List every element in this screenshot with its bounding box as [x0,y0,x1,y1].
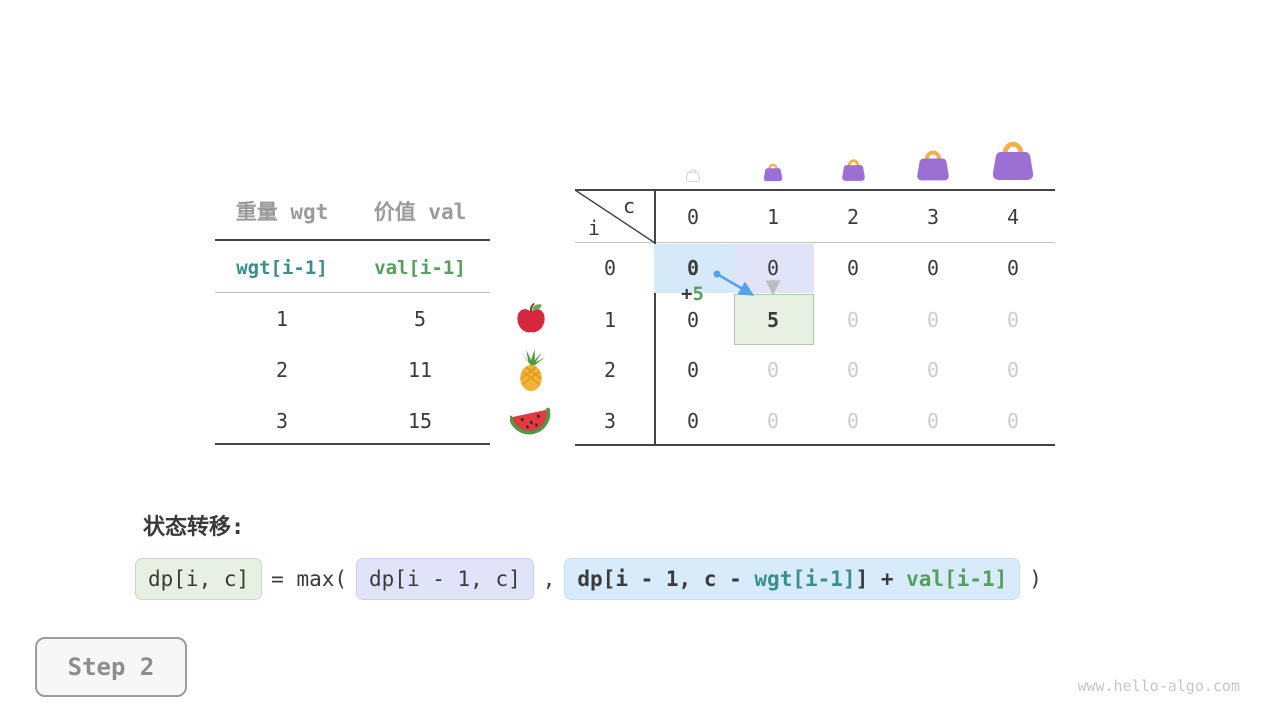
annotation-plus: + [681,283,693,305]
dp-cell: 0 [846,409,860,433]
formula-operator: = max( [271,567,348,591]
bag-icon-2 [841,159,865,181]
formula-close: ) [1029,567,1042,591]
dp-cell: 0 [846,256,860,280]
formula-arg2-chip: dp[i - 1, c - wgt[i-1]] + val[i-1] [564,558,1021,600]
transition-formula: dp[i, c] = max( dp[i - 1, c] , dp[i - 1,… [135,558,1042,600]
items-index-val: val[i-1] [374,257,466,279]
items-table-bottom-rule [215,443,490,445]
item-wgt-value: 2 [275,358,289,382]
formula-separator: , [542,567,556,591]
items-header-val: 价值 val [373,200,467,224]
dp-col-header: 0 [686,205,700,229]
formula-arg2-pre: dp[i - 1, c - [577,567,755,591]
dp-corner-row-label: i [587,216,601,240]
dp-table-top-rule [575,189,1055,191]
dp-table-header-rule [575,242,1055,243]
dp-row-header: 2 [603,358,617,382]
formula-lhs-chip: dp[i, c] [135,558,263,600]
dp-corner-col-label: c [622,194,636,218]
annotation-value: 5 [692,283,704,305]
formula-arg2-mid: ] + [855,567,907,591]
dp-col-header: 4 [1006,205,1020,229]
dp-cell: 0 [926,358,940,382]
dp-cell: 0 [766,358,780,382]
dp-cell: 0 [686,409,700,433]
dp-cell: 0 [1006,358,1020,382]
dp-col-header: 2 [846,205,860,229]
watermark: www.hello-algo.com [1077,677,1240,695]
transition-heading: 状态转移: [143,515,245,540]
items-header-wgt: 重量 wgt [235,200,329,224]
items-table-mid-rule [215,292,490,293]
dp-cell: 0 [1006,256,1020,280]
item-wgt-value: 3 [275,409,289,433]
dp-cell: 0 [686,358,700,382]
item-val-value: 11 [407,358,433,382]
items-index-wgt: wgt[i-1] [236,257,328,279]
bag-icon-4 [992,141,1034,180]
dp-cell: 0 [846,308,860,332]
dp-table-bottom-rule [575,444,1055,446]
dp-row-header: 1 [603,308,617,332]
dp-cell: 0 [1006,308,1020,332]
dp-col-header: 1 [766,205,780,229]
formula-arg2-val: val[i-1] [906,567,1008,591]
dp-cell: 0 [686,308,700,332]
dp-cell: 0 [766,409,780,433]
dp-cell: 0 [926,256,940,280]
bag-icon-3 [917,150,949,181]
bag-icon-ghost [686,169,700,182]
apple-icon [517,303,545,333]
dp-cell: 0 [926,409,940,433]
dp-table-vertical-rule [654,189,656,446]
bag-icon-1 [763,163,783,182]
dp-row-header: 0 [603,256,617,280]
dp-col-header: 3 [926,205,940,229]
dp-cell: 5 [766,308,780,332]
dp-cell: 0 [846,358,860,382]
dp-corner-diagonal [575,190,655,243]
transition-annotation: +5 [681,283,704,305]
step-button[interactable]: Step 2 [35,637,187,697]
item-wgt-value: 1 [275,307,289,331]
formula-arg2-wgt: wgt[i-1] [754,567,856,591]
dp-cell: 0 [686,256,700,280]
item-val-value: 5 [413,307,427,331]
formula-arg1-chip: dp[i - 1, c] [356,558,534,600]
items-table-top-rule [215,239,490,241]
dp-cell: 0 [1006,409,1020,433]
pineapple-icon [520,348,546,391]
dp-cell: 0 [766,256,780,280]
watermelon-icon [510,407,551,434]
dp-cell: 0 [926,308,940,332]
item-val-value: 15 [407,409,433,433]
dp-row-header: 3 [603,409,617,433]
